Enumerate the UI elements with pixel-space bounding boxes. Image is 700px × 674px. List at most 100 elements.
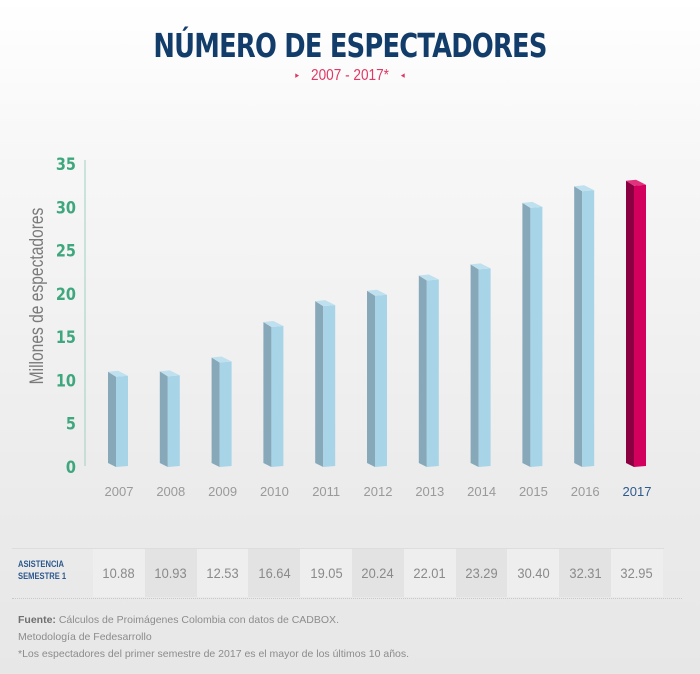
bar-front-face xyxy=(167,375,180,467)
bar-top-face xyxy=(211,356,232,363)
bar-2009 xyxy=(211,356,232,467)
table-cell-value: 32.95 xyxy=(620,565,654,581)
bar-side-face xyxy=(418,275,427,467)
table-cell-value: 12.53 xyxy=(206,565,239,581)
x-tick-label: 2007 xyxy=(105,484,134,499)
bar-top-face xyxy=(574,185,595,192)
source-text: Cálculos de Proimágenes Colombia con dat… xyxy=(55,614,339,626)
y-tick-label: 10 xyxy=(56,370,76,390)
bar-top-face xyxy=(626,179,646,186)
y-ticks: 0 5 10 15 20 25 30 35 xyxy=(56,154,76,477)
bar-side-face xyxy=(108,371,116,467)
source-label: Fuente: xyxy=(18,614,56,626)
row-label-line1: ASISTENCIA xyxy=(18,559,65,570)
bar-front-face xyxy=(634,184,646,468)
bar-side-face xyxy=(315,301,324,467)
bar-top-face xyxy=(263,320,284,327)
attendance-table xyxy=(12,548,664,598)
bar-front-face xyxy=(375,294,387,467)
y-tick-label: 20 xyxy=(56,284,76,304)
bar-front-face xyxy=(530,206,543,467)
row-label-line2: SEMESTRE 1 xyxy=(18,571,67,582)
table-cell: 12.53 xyxy=(196,549,249,597)
table-cell-value: 32.31 xyxy=(569,565,602,581)
bar-side-face xyxy=(263,321,272,467)
bars xyxy=(108,179,646,468)
table-cell-value: 30.40 xyxy=(517,565,550,581)
bar-top-face xyxy=(315,300,336,307)
bar-2008 xyxy=(159,370,180,467)
table-cell: 10.93 xyxy=(144,549,197,597)
bar-2011 xyxy=(315,300,336,467)
bar-2013 xyxy=(418,274,439,467)
x-tick-label: 2014 xyxy=(467,484,496,499)
bar-top-face xyxy=(159,370,180,377)
table-cell: 10.88 xyxy=(93,549,145,597)
bar-2016 xyxy=(574,185,595,467)
table-cell: 23.29 xyxy=(455,549,508,597)
table-cell: 32.31 xyxy=(559,549,612,597)
source-note: Fuente: Cálculos de Proimágenes Colombia… xyxy=(18,612,409,629)
chart-subtitle: ▸ 2007 - 2017* ◂ xyxy=(53,67,648,85)
table-cell-value: 20.24 xyxy=(361,565,395,581)
x-tick-label: 2008 xyxy=(156,484,185,499)
table-cell: 30.40 xyxy=(507,549,560,597)
bar-top-face xyxy=(367,289,387,296)
bar-side-face xyxy=(159,371,168,467)
bar-top-face xyxy=(522,201,543,208)
x-tick-label: 2013 xyxy=(415,484,444,499)
x-tick-labels: 2007 2008 2009 2010 2011 2012 2013 2014 2015 2016… xyxy=(105,484,652,499)
bar-2014 xyxy=(470,263,491,467)
table-cell-value: 10.93 xyxy=(154,565,187,581)
chart-title: NÚMERO DE ESPECTADORES xyxy=(153,26,547,65)
y-tick-label: 35 xyxy=(56,154,76,174)
bar-side-face xyxy=(626,180,634,468)
table-cell-value: 22.01 xyxy=(413,565,446,581)
table-cell: 16.64 xyxy=(248,549,301,597)
footnote: *Los espectadores del primer semestre de… xyxy=(18,648,410,660)
dotted-divider xyxy=(12,598,682,599)
bar-top-face xyxy=(108,370,128,377)
table-cell-value: 19.05 xyxy=(310,565,343,581)
y-tick-label: 15 xyxy=(56,327,76,347)
subtitle-text: 2007 - 2017* xyxy=(311,67,389,84)
x-tick-label: 2011 xyxy=(312,484,340,499)
bar-front-face xyxy=(478,268,491,467)
notes: Fuente: Cálculos de Proimágenes Colombia… xyxy=(18,612,409,663)
bar-side-face xyxy=(211,357,220,467)
bar-front-face xyxy=(426,279,439,467)
bar-side-face xyxy=(367,290,375,467)
bar-2012 xyxy=(367,289,387,467)
table-cell: 22.01 xyxy=(403,549,456,597)
bar-2017 xyxy=(626,179,646,468)
table-cell-value: 10.88 xyxy=(102,565,136,581)
y-tick-label: 25 xyxy=(56,240,76,260)
bar-front-face xyxy=(219,361,232,467)
bar-side-face xyxy=(522,202,531,467)
triangle-right-icon: ▸ xyxy=(295,70,300,80)
bar-top-face xyxy=(418,274,439,281)
table-cell: 20.24 xyxy=(352,549,404,597)
table-cell: 32.95 xyxy=(611,549,663,597)
y-tick-label: 30 xyxy=(56,197,76,217)
bar-2010 xyxy=(263,320,284,467)
x-tick-label: 2010 xyxy=(260,484,289,499)
x-tick-label: 2009 xyxy=(208,484,237,499)
x-tick-label: 2012 xyxy=(364,484,393,499)
table-row-label: ASISTENCIA SEMESTRE 1 xyxy=(18,559,74,583)
x-tick-label: 2016 xyxy=(571,484,600,499)
table-cell-value: 23.29 xyxy=(465,565,498,581)
bar-front-face xyxy=(116,375,128,467)
x-tick-label: 2015 xyxy=(519,484,548,499)
methodology-note: Metodología de Fedesarrollo xyxy=(18,631,152,643)
bar-front-face xyxy=(271,325,284,467)
table-cell: 19.05 xyxy=(300,549,353,597)
bar-side-face xyxy=(470,264,479,467)
triangle-left-icon: ◂ xyxy=(400,70,405,80)
bar-2015 xyxy=(522,201,543,467)
bar-front-face xyxy=(582,190,595,467)
table-cell-value: 16.64 xyxy=(258,565,291,581)
y-tick-label: 5 xyxy=(66,414,76,434)
x-tick-label: 2017 xyxy=(623,484,652,499)
